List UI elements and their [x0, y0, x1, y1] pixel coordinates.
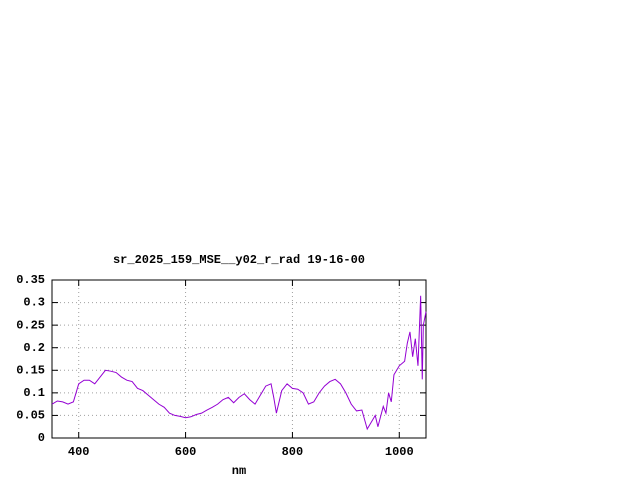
x-tick-label: 600	[175, 445, 197, 459]
y-tick-label: 0.2	[23, 341, 45, 355]
data-line	[51, 295, 427, 431]
y-tick-label: 0.1	[23, 386, 45, 400]
x-tick-label: 1000	[385, 445, 414, 459]
y-tick-label: 0.15	[16, 363, 45, 377]
y-tick-label: 0.3	[23, 296, 45, 310]
y-tick-label: 0.05	[16, 409, 45, 423]
y-tick-label: 0.35	[16, 273, 45, 287]
y-tick-label: 0.25	[16, 318, 45, 332]
y-tick-label: 0	[38, 431, 45, 445]
plot-border	[51, 279, 427, 439]
x-tick-label: 800	[282, 445, 304, 459]
x-tick-label: 400	[68, 445, 90, 459]
x-axis-label: nm	[232, 464, 246, 478]
chart-title: sr_2025_159_MSE__y02_r_rad 19-16-00	[113, 253, 365, 267]
